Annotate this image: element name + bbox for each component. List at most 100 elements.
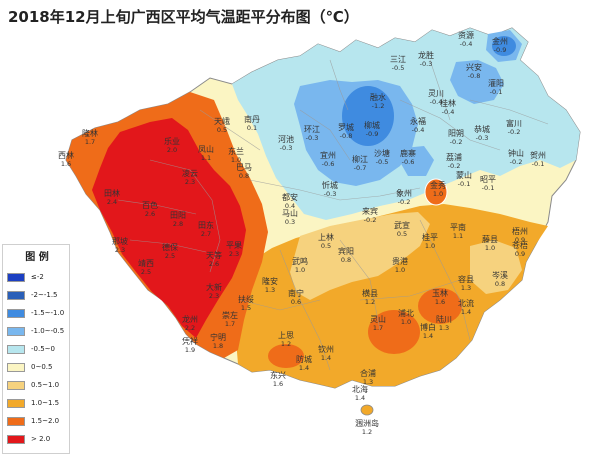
place-name: 武鸣 [292, 256, 308, 266]
legend-label: > 2.0 [31, 435, 51, 443]
place-value: 0.5 [217, 126, 227, 134]
place-name: 钦州 [318, 344, 334, 354]
region-gt-2.0 [92, 118, 246, 338]
place-name: 上思 [278, 331, 294, 340]
region-minus1.5-minus1.0 [342, 86, 394, 146]
place-value: 0.6 [291, 298, 301, 306]
place-value: 2.5 [141, 268, 151, 276]
place-value: 1.0 [295, 266, 305, 274]
place-value: 1.1 [453, 232, 463, 240]
place-name: 蒙山 [456, 170, 472, 180]
legend-label: ≤-2 [31, 273, 44, 281]
place-value: 0.9 [515, 250, 525, 258]
place-value: -0.4 [442, 108, 455, 116]
legend-swatch [7, 398, 25, 408]
place-value: -0.1 [482, 184, 495, 192]
place-value: -0.8 [468, 72, 481, 80]
place-value: 0.4 [285, 202, 295, 210]
place-value: 2.0 [167, 146, 177, 154]
place-name: 恭城 [474, 125, 490, 134]
place-value: 1.6 [273, 380, 283, 388]
place-name: 沙塘 [374, 148, 390, 158]
place-name: 资源 [458, 30, 474, 40]
place-value: 2.7 [201, 230, 211, 238]
place-name: 扶绥 [238, 294, 254, 304]
region-minus1.5-minus1.0-ne [492, 36, 516, 56]
place-name: 荔浦 [446, 152, 462, 162]
place-name: 隆林 [82, 128, 98, 138]
legend-item: > 2.0 [7, 433, 69, 445]
legend-item: -0.5~0 [7, 343, 69, 355]
place-name: 崇左 [222, 310, 238, 320]
legend-label: 1.0~1.5 [31, 399, 60, 407]
place-name: 巴马 [236, 163, 252, 172]
place-name: 那坡 [112, 236, 128, 246]
place-name: 金秀 [430, 180, 446, 190]
place-name: 柳江 [352, 154, 368, 164]
legend-swatch [7, 416, 25, 426]
place-name: 北流 [458, 298, 474, 308]
place-value: 2.3 [229, 250, 239, 258]
place-name: 博白 [420, 322, 436, 332]
place-name: 金州 [492, 36, 508, 46]
place-value: 1.7 [373, 324, 383, 332]
place-value: 1.0 [433, 190, 443, 198]
place-value: 1.0 [401, 318, 411, 326]
place-name: 合浦 [360, 368, 376, 378]
place-value: 1.0 [231, 156, 241, 164]
place-value: -0.6 [402, 158, 415, 166]
place-value: 0.9 [515, 236, 525, 244]
legend-item: 1.0~1.5 [7, 397, 69, 409]
place-name: 北海 [352, 384, 368, 394]
place-name: 南丹 [244, 114, 260, 124]
place-value: -0.3 [306, 134, 319, 142]
place-value: 1.8 [213, 342, 223, 350]
map-title: 2018年12月上旬广西区平均气温距平分布图（℃） [8, 8, 359, 26]
place-name: 田林 [104, 188, 120, 198]
place-value: 2.4 [107, 198, 117, 206]
place-name: 兴安 [466, 62, 482, 72]
legend-item: 0~0.5 [7, 361, 69, 373]
place-name: 东兰 [228, 146, 244, 156]
place-name: 灵川 [428, 89, 444, 98]
place-name: 乐业 [164, 136, 180, 146]
legend-item: -1.5~-1.0 [7, 307, 69, 319]
place-value: 1.1 [201, 154, 211, 162]
place-value: 0.8 [495, 280, 505, 288]
region-0.5-1.0 [290, 212, 430, 300]
place-value: 0.8 [341, 256, 351, 264]
place-value: 1.7 [85, 138, 95, 146]
place-name: 藤县 [482, 234, 498, 244]
place-value: 2.8 [173, 220, 183, 228]
place-value: -0.1 [490, 88, 503, 96]
place-value: -0.9 [494, 46, 507, 54]
place-value: 1.3 [439, 324, 449, 332]
place-value: -1.2 [372, 102, 385, 110]
place-value: -0.9 [366, 130, 379, 138]
place-name: 马山 [282, 208, 298, 218]
place-value: 1.2 [362, 428, 372, 436]
place-name: 防城 [296, 354, 312, 364]
place-name: 凭祥 [182, 336, 198, 346]
place-name: 钟山 [508, 148, 524, 158]
place-name: 凌云 [182, 168, 198, 178]
legend-swatch [7, 434, 25, 444]
place-value: 2.3 [115, 246, 125, 254]
place-value: -0.6 [322, 160, 335, 168]
place-value: 0.5 [321, 242, 331, 250]
place-value: 1.4 [423, 332, 433, 340]
region-1.5-2.0-dongxing [268, 344, 304, 368]
place-value: 1.4 [461, 308, 471, 316]
place-name: 凤山 [198, 144, 214, 154]
region-0.5-1.0-east [470, 240, 522, 294]
place-value: 0.1 [247, 124, 257, 132]
legend-swatch [7, 326, 25, 336]
place-name: 来宾 [362, 206, 378, 216]
place-name: 大新 [206, 282, 222, 292]
place-value: 1.6 [435, 298, 445, 306]
legend-item: -2~-1.5 [7, 289, 69, 301]
place-name: 罗城 [338, 123, 354, 132]
place-name: 阳朔 [448, 128, 464, 138]
